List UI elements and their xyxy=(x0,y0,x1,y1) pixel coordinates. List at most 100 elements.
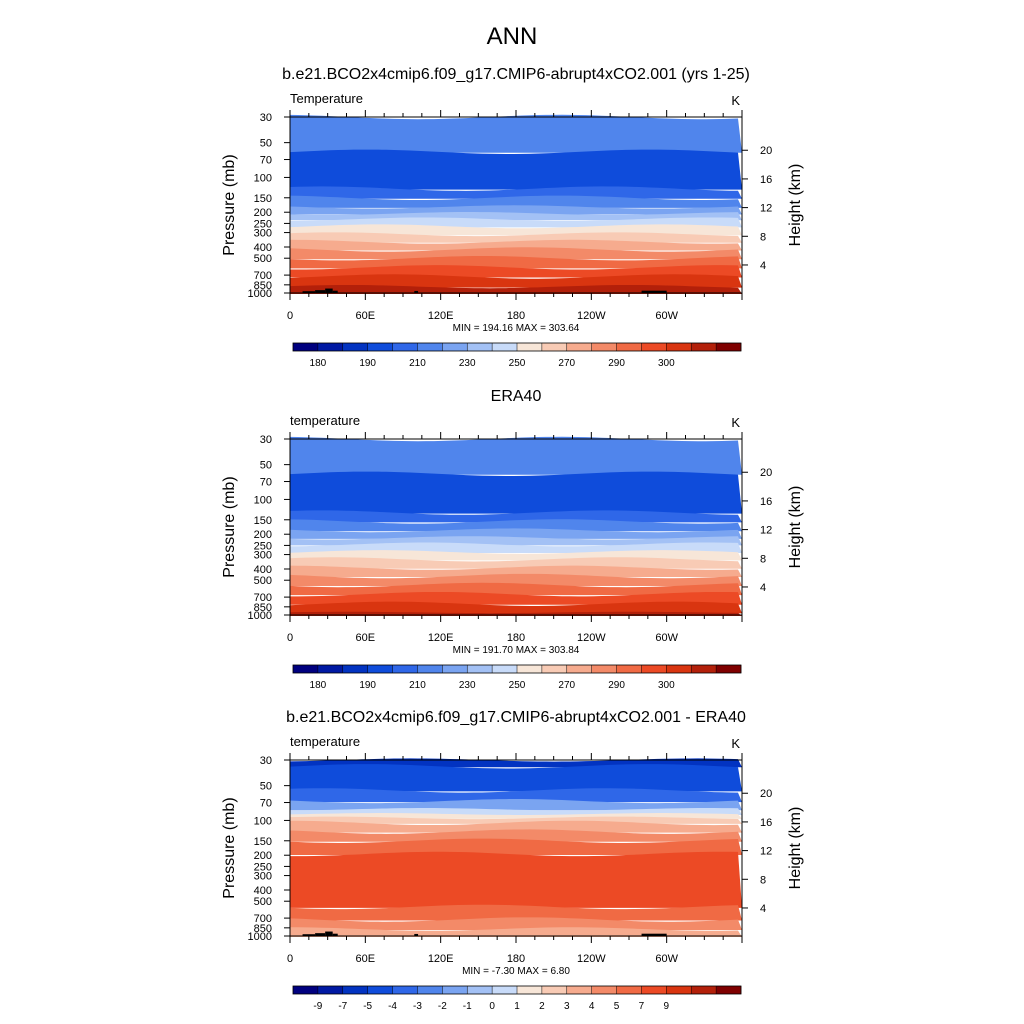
colorbar-swatch xyxy=(392,986,418,994)
contour-band xyxy=(290,471,742,514)
y-tick-label: 200 xyxy=(254,850,272,862)
y-tick-label: 500 xyxy=(254,575,272,587)
y-tick-label: 150 xyxy=(254,836,272,848)
colorbar-swatch xyxy=(392,343,418,351)
colorbar-label: -1 xyxy=(463,1001,472,1012)
y-tick-label: 100 xyxy=(254,172,272,184)
colorbar-swatch xyxy=(417,665,443,673)
contour-band xyxy=(290,232,742,243)
colorbar-label: 5 xyxy=(614,1001,620,1012)
colorbar-swatch xyxy=(666,665,692,673)
chart-panel: b.e21.BCO2x4cmip6.f09_g17.CMIP6-abrupt4x… xyxy=(221,709,804,1012)
y2-tick-label: 12 xyxy=(760,203,772,215)
colorbar-swatch xyxy=(467,986,493,994)
y2-tick-label: 4 xyxy=(760,260,766,272)
x-tick-label: 120E xyxy=(428,953,454,965)
units-label: K xyxy=(731,415,740,430)
panel-title: b.e21.BCO2x4cmip6.f09_g17.CMIP6-abrupt4x… xyxy=(282,66,750,83)
x-tick-label: 60W xyxy=(655,632,678,644)
contour-band xyxy=(290,927,742,937)
y-tick-label: 500 xyxy=(254,896,272,908)
contour-band xyxy=(290,829,742,842)
colorbar-swatch xyxy=(293,665,319,673)
colorbar-swatch xyxy=(716,665,742,673)
colorbar-swatch xyxy=(342,665,368,673)
colorbar-label: -3 xyxy=(413,1001,422,1012)
colorbar-swatch xyxy=(492,986,518,994)
y-tick-label: 700 xyxy=(254,592,272,604)
colorbar-swatch xyxy=(467,665,493,673)
terrain-mask xyxy=(641,933,667,936)
y-tick-label: 30 xyxy=(260,434,272,446)
terrain-mask xyxy=(641,290,667,293)
y-tick-label: 850 xyxy=(254,923,272,935)
contour-band xyxy=(290,904,742,921)
colorbar-swatch xyxy=(293,343,319,351)
units-label: K xyxy=(731,93,740,108)
y2-tick-label: 20 xyxy=(760,467,772,479)
contour-band xyxy=(290,239,742,251)
colorbar-label: -5 xyxy=(363,1001,372,1012)
y-tick-label: 300 xyxy=(254,550,272,562)
colorbar-swatch xyxy=(591,665,617,673)
colorbar-swatch xyxy=(591,343,617,351)
contour-band xyxy=(290,591,742,605)
colorbar-swatch xyxy=(616,343,642,351)
y2-tick-label: 16 xyxy=(760,174,772,186)
y-tick-label: 70 xyxy=(260,798,272,810)
y2-tick-label: 4 xyxy=(760,903,766,915)
colorbar-swatch xyxy=(591,986,617,994)
x-tick-label: 180 xyxy=(507,953,525,965)
y-tick-label: 400 xyxy=(254,242,272,254)
variable-label: temperature xyxy=(290,413,360,428)
y2-tick-label: 20 xyxy=(760,788,772,800)
x-tick-label: 60W xyxy=(655,953,678,965)
terrain-mask xyxy=(302,291,316,293)
colorbar-swatch xyxy=(517,343,543,351)
colorbar-swatch xyxy=(417,986,443,994)
y2-axis-label: Height (km) xyxy=(787,486,804,569)
y-tick-label: 250 xyxy=(254,861,272,873)
colorbar-label: 290 xyxy=(608,680,625,691)
figure-title: ANN xyxy=(487,23,538,50)
y2-tick-label: 16 xyxy=(760,496,772,508)
colorbar-swatch xyxy=(716,986,742,994)
colorbar-label: -4 xyxy=(388,1001,397,1012)
y-tick-label: 700 xyxy=(254,913,272,925)
contour-band xyxy=(290,851,742,908)
min-max-stats: MIN = 191.70 MAX = 303.84 xyxy=(453,645,580,656)
y-tick-label: 100 xyxy=(254,494,272,506)
contour-band xyxy=(290,186,742,199)
colorbar-label: 190 xyxy=(359,358,376,369)
y-tick-label: 200 xyxy=(254,529,272,541)
colorbar-swatch xyxy=(566,343,592,351)
variable-label: Temperature xyxy=(290,91,363,106)
colorbar-label: 230 xyxy=(459,358,476,369)
y-axis-label: Pressure (mb) xyxy=(221,154,238,255)
colorbar-swatch xyxy=(517,665,543,673)
y-tick-label: 850 xyxy=(254,280,272,292)
colorbar-label: 230 xyxy=(459,680,476,691)
contour-band xyxy=(290,256,742,269)
min-max-stats: MIN = -7.30 MAX = 6.80 xyxy=(462,966,570,977)
x-tick-label: 0 xyxy=(287,953,293,965)
colorbar-swatch xyxy=(367,665,393,673)
terrain-mask xyxy=(325,931,333,936)
x-tick-label: 120W xyxy=(577,310,606,322)
colorbar-swatch xyxy=(691,665,717,673)
colorbar-swatch xyxy=(566,986,592,994)
y2-tick-label: 20 xyxy=(760,145,772,157)
chart-panel: ERA40 temperature K 0 60E 120E 180 120W 60W 30 50 7… xyxy=(221,388,804,691)
y-tick-label: 250 xyxy=(254,218,272,230)
contour-band xyxy=(290,799,742,811)
colorbar-label: 210 xyxy=(409,358,426,369)
y-tick-label: 50 xyxy=(260,781,272,793)
colorbar-swatch xyxy=(317,343,344,351)
colorbar-label: 270 xyxy=(558,358,575,369)
colorbar-swatch xyxy=(492,665,518,673)
x-tick-label: 60E xyxy=(356,953,376,965)
y-tick-label: 200 xyxy=(254,207,272,219)
contour-band xyxy=(290,565,742,578)
colorbar-swatch xyxy=(342,986,368,994)
contour-band xyxy=(290,436,742,475)
